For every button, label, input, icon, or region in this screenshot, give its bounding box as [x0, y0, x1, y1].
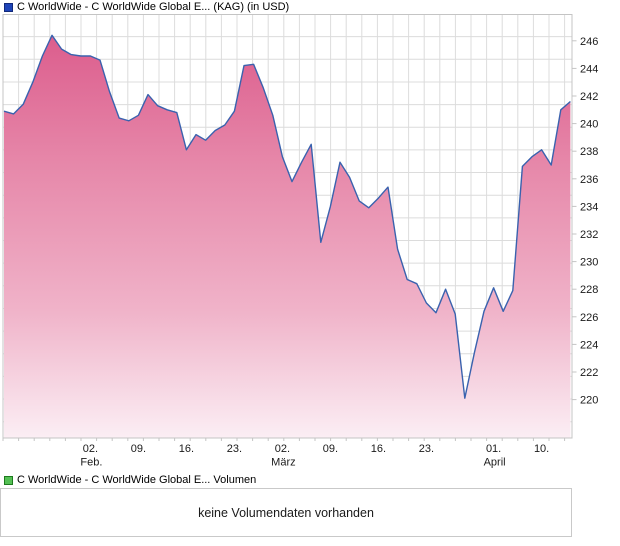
x-tick-label: 10. [534, 443, 549, 455]
y-tick-label: 234 [580, 201, 598, 213]
volume-panel: keine Volumendaten vorhanden [0, 488, 572, 537]
y-tick-label: 228 [580, 284, 598, 296]
x-axis: 02. Feb. 09. 16. 23. 02. März 09. 16. 23. 01. April… [80, 443, 549, 468]
x-tick-month-label: April [484, 457, 506, 469]
price-legend-label: C WorldWide - C WorldWide Global E... (K… [17, 1, 290, 13]
y-tick-label: 238 [580, 146, 598, 158]
price-series-swatch [4, 2, 13, 12]
y-tick-label: 224 [580, 339, 598, 351]
price-legend: C WorldWide - C WorldWide Global E... (K… [4, 1, 289, 13]
x-tick-label: 23. [419, 443, 434, 455]
y-tick-label: 244 [580, 63, 598, 75]
x-tick-label: 09. [131, 443, 146, 455]
volume-legend: C WorldWide - C WorldWide Global E... Vo… [4, 474, 256, 486]
price-area-fill [4, 35, 571, 439]
x-tick-label: 02. [83, 443, 98, 455]
y-tick-label: 226 [580, 312, 598, 324]
price-chart[interactable]: 246 244 242 240 238 236 234 232 230 228 226 224 222 2… [0, 14, 620, 468]
x-tick-month-label: März [271, 457, 295, 469]
y-tick-label: 222 [580, 367, 598, 379]
y-tick-label: 236 [580, 174, 598, 186]
no-volume-data-message: keine Volumendaten vorhanden [198, 505, 374, 520]
y-tick-label: 232 [580, 229, 598, 241]
y-axis: 246 244 242 240 238 236 234 232 230 228 226 224 222 2… [572, 36, 598, 407]
x-tick-label: 16. [179, 443, 194, 455]
y-tick-label: 240 [580, 119, 598, 131]
x-tick-month-label: Feb. [80, 457, 102, 469]
x-tick-label: 09. [323, 443, 338, 455]
volume-legend-label: C WorldWide - C WorldWide Global E... Vo… [17, 474, 257, 486]
plot-border [2, 14, 573, 439]
volume-series-swatch [4, 475, 13, 485]
price-line-series [3, 34, 571, 399]
y-tick-label: 246 [580, 36, 598, 48]
x-tick-label: 01. [486, 443, 501, 455]
y-tick-label: 242 [580, 91, 598, 103]
x-tick-label: 23. [227, 443, 242, 455]
y-tick-label: 220 [580, 395, 598, 407]
y-tick-label: 230 [580, 257, 598, 269]
x-tick-label: 02. [275, 443, 290, 455]
x-tick-label: 16. [371, 443, 386, 455]
